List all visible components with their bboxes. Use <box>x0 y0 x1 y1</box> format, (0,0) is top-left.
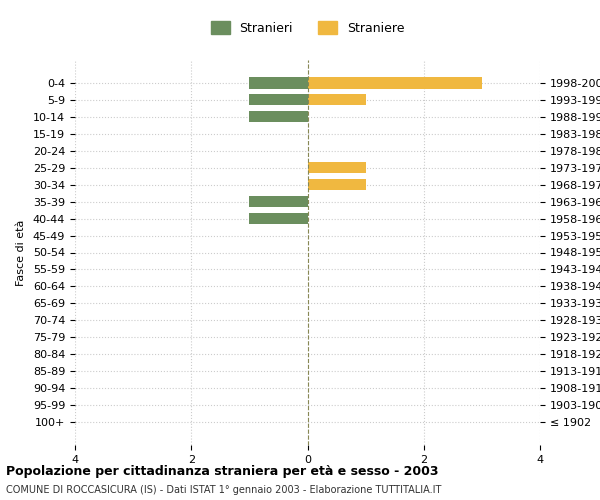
Bar <box>308 94 365 106</box>
Bar <box>250 112 308 122</box>
Bar <box>308 179 365 190</box>
Text: COMUNE DI ROCCASICURA (IS) - Dati ISTAT 1° gennaio 2003 - Elaborazione TUTTITALI: COMUNE DI ROCCASICURA (IS) - Dati ISTAT … <box>6 485 442 495</box>
Bar <box>250 213 308 224</box>
Bar <box>308 78 482 88</box>
Bar <box>308 162 365 173</box>
Bar <box>250 94 308 106</box>
Y-axis label: Fasce di età: Fasce di età <box>16 220 26 286</box>
Bar <box>250 196 308 207</box>
Text: Popolazione per cittadinanza straniera per età e sesso - 2003: Popolazione per cittadinanza straniera p… <box>6 465 439 478</box>
Bar <box>250 78 308 88</box>
Legend: Stranieri, Straniere: Stranieri, Straniere <box>206 16 409 40</box>
